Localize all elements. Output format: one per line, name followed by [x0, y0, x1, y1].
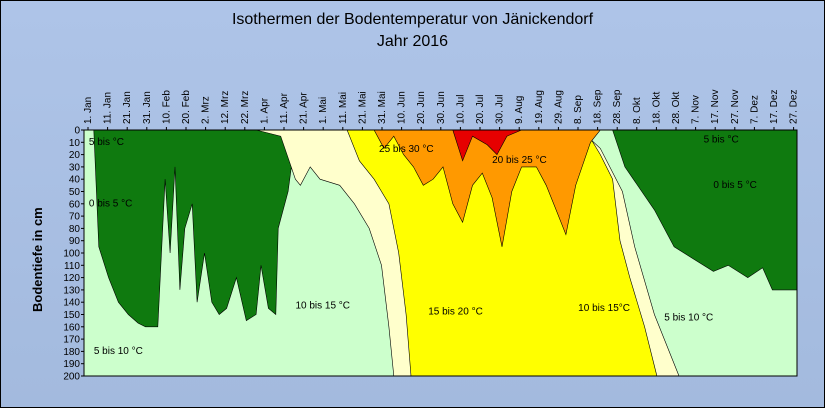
x-tick-label: 8. Sep	[573, 95, 584, 124]
y-tick-label: 100	[63, 249, 80, 260]
y-tick-label: 90	[69, 236, 81, 247]
x-tick-label: 31. Mai	[377, 91, 388, 124]
y-tick-label: 130	[63, 285, 80, 296]
x-tick-label: 19. Aug	[534, 90, 545, 124]
plot-border	[83, 129, 798, 377]
x-tick-label: 28. Okt	[671, 92, 682, 124]
y-tick-label: 180	[63, 347, 80, 358]
y-tick-label: 50	[69, 187, 81, 198]
zone-label: 5 bis °C	[89, 137, 124, 148]
x-tick-label: 1. Apr	[259, 97, 270, 124]
zone-label: 10 bis 15 °C	[295, 300, 350, 311]
chart-title: Isothermen der Bodentemperatur von Jänic…	[231, 11, 594, 28]
x-tick-label: 21. Mai	[357, 91, 368, 124]
x-tick-label: 29. Aug	[553, 90, 564, 124]
x-tick-label: 11. Apr	[279, 92, 290, 124]
x-tick-label: 7. Dez	[749, 95, 760, 124]
x-tick-label: 28. Sep	[612, 89, 623, 124]
y-tick-label: 170	[63, 335, 80, 346]
x-tick-label: 30. Jun	[436, 91, 447, 124]
x-tick-label: 17. Dez	[769, 90, 780, 124]
chart-subtitle: Jahr 2016	[376, 33, 449, 50]
x-tick-label: 11. Jan	[103, 92, 114, 124]
zone-label: 25 bis 30 °C	[379, 144, 434, 155]
x-tick-label: 21. Apr	[299, 92, 310, 124]
zone-labels: 5 bis 10 °C 0 bis 5 °C 5 bis °C 10 bis 15 °…	[89, 134, 757, 357]
y-tick-label: 30	[69, 162, 81, 173]
y-tick-label: 70	[69, 212, 81, 223]
y-tick-label: 140	[63, 298, 80, 309]
x-tick-label: 9. Aug	[514, 96, 525, 124]
zone-label: 20 bis 25 °C	[492, 155, 547, 166]
y-tick-label: 10	[69, 138, 81, 149]
x-tick-label: 12. Mrz	[220, 91, 231, 124]
x-tick-label: 18. Sep	[593, 89, 604, 124]
x-tick-label: 10. Jun	[397, 91, 408, 124]
zone-label: 0 bis 5 °C	[89, 198, 132, 209]
isotherm-areas	[84, 129, 798, 377]
y-tick-label: 40	[69, 175, 81, 186]
x-tick-label: 27. Dez	[789, 90, 800, 124]
y-tick-label: 190	[63, 359, 80, 370]
x-tick-label: 1. Jan	[83, 97, 94, 124]
y-tick-label: 110	[64, 261, 80, 272]
x-tick-label: 20. Jul	[475, 95, 486, 124]
isotherm-area-1	[84, 129, 798, 328]
y-tick-label: 120	[63, 273, 80, 284]
isotherm-area-4	[373, 129, 601, 247]
y-tick-label: 150	[63, 310, 80, 321]
isotherm-area-5	[452, 129, 522, 162]
x-tick-label: 18. Okt	[651, 92, 662, 124]
x-axis-ticks: 1. Jan 11. Jan 21. Jan 31. Jan 10. Feb 20. Fe…	[83, 89, 800, 130]
x-tick-label: 31. Jan	[142, 91, 153, 124]
y-tick-label: 200	[63, 372, 80, 383]
x-tick-label: 7. Nov	[691, 95, 702, 124]
x-tick-label: 21. Jan	[122, 91, 133, 124]
x-tick-label: 11. Mai	[338, 92, 349, 124]
x-tick-label: 17. Nov	[710, 90, 721, 124]
zone-label: 5 bis 10 °C	[664, 313, 713, 324]
zone-label: 5 bis °C	[704, 134, 739, 145]
x-tick-label: 27. Nov	[730, 90, 741, 124]
x-tick-label: 2. Mrz	[201, 96, 212, 124]
x-tick-label: 30. Jul	[495, 95, 506, 124]
x-tick-label: 20. Jun	[416, 91, 427, 124]
zone-label: 15 bis 20 °C	[428, 307, 483, 318]
y-tick-label: 0	[74, 126, 80, 137]
zone-label: 10 bis 15°C	[578, 303, 630, 314]
y-tick-label: 60	[69, 199, 81, 210]
y-tick-label: 80	[69, 224, 81, 235]
y-tick-label: 160	[63, 322, 80, 333]
x-tick-label: 8. Okt	[632, 97, 643, 124]
x-tick-label: 10. Feb	[161, 90, 172, 124]
x-tick-label: 20. Feb	[181, 90, 192, 124]
x-tick-label: 10. Jul	[455, 95, 466, 124]
x-tick-label: 22. Mrz	[240, 91, 251, 124]
x-tick-label: 1. Mai	[318, 97, 329, 124]
zone-label: 5 bis 10 °C	[94, 346, 143, 357]
zone-label: 0 bis 5 °C	[713, 180, 756, 191]
y-tick-label: 20	[69, 150, 81, 161]
